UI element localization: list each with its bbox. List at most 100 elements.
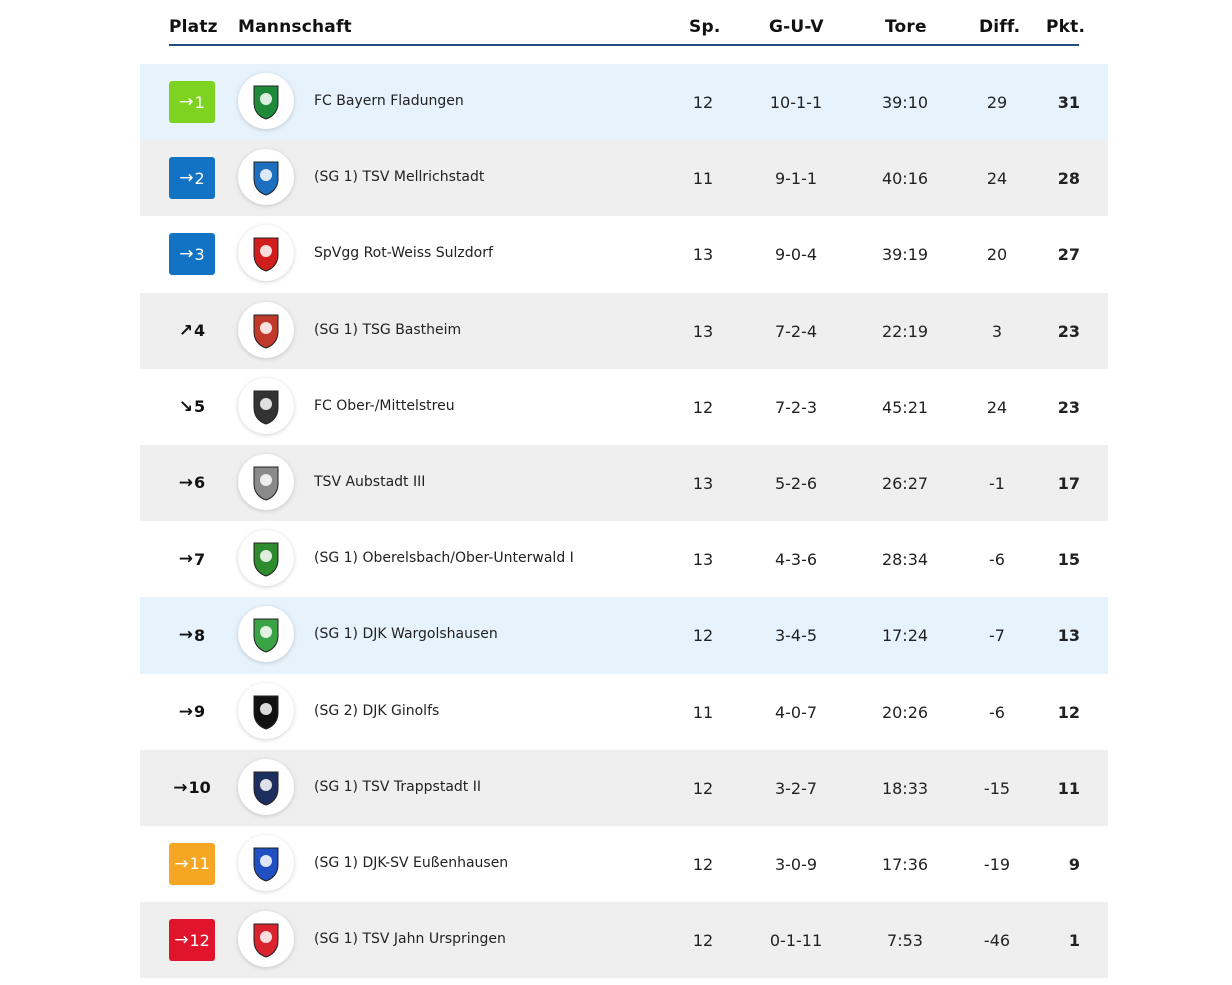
games-played: 12 — [692, 931, 714, 951]
trend-arrow-icon: → — [174, 930, 189, 951]
goals: 18:33 — [881, 778, 929, 798]
games-played: 13 — [692, 245, 714, 265]
team-name-link[interactable]: FC Ober-/Mittelstreu — [314, 397, 455, 414]
rank-badge: ↘ 5 — [169, 386, 215, 428]
table-row[interactable]: → 2 (SG 1) TSV Mellrichstadt 11 9-1-1 40:16 24… — [140, 140, 1108, 217]
table-row[interactable]: ↗ 4 (SG 1) TSG Bastheim 13 7-2-4 22:19 3 23 — [140, 292, 1108, 369]
team-name-link[interactable]: (SG 1) TSG Bastheim — [314, 321, 462, 338]
goals: 20:26 — [881, 702, 929, 722]
tsv-aubstadt-crest-icon[interactable] — [238, 453, 294, 510]
goals: 17:24 — [881, 626, 929, 646]
win-draw-loss: 7-2-4 — [774, 321, 818, 341]
table-body: → 1 FC Bayern Fladungen 12 10-1-1 39:10 29 31 → 2… — [140, 64, 1108, 979]
header-divider — [169, 44, 1079, 46]
goal-difference: -7 — [989, 626, 1005, 646]
rank-badge: → 6 — [169, 462, 215, 504]
tsg-bastheim-crest-icon[interactable] — [238, 301, 294, 358]
win-draw-loss: 0-1-11 — [769, 931, 823, 951]
table-row[interactable]: ↘ 5 FC Ober-/Mittelstreu 12 7-2-3 45:21 24 23 — [140, 368, 1108, 445]
trend-arrow-icon: → — [178, 625, 194, 646]
table-row[interactable]: → 3 SpVgg Rot-Weiss Sulzdorf 13 9-0-4 39:19 20… — [140, 216, 1108, 293]
fc-bayern-fladungen-crest-icon[interactable] — [238, 73, 294, 129]
header-mannschaft[interactable]: Mannschaft — [238, 17, 352, 37]
goals: 22:19 — [881, 321, 929, 341]
goals: 40:16 — [881, 169, 929, 189]
tsv-mellrichstadt-crest-icon[interactable] — [238, 149, 294, 206]
team-name-link[interactable]: FC Bayern Fladungen — [314, 93, 464, 109]
team-name-link[interactable]: (SG 1) DJK-SV Eußenhausen — [314, 854, 509, 871]
rank-badge: → 12 — [169, 919, 215, 962]
table-header: Platz Mannschaft Sp. G-U-V Tore Diff. Pk… — [140, 0, 1108, 64]
team-name-link[interactable]: (SG 1) Oberelsbach/Ober-Unterwald I — [314, 550, 574, 567]
win-draw-loss: 10-1-1 — [769, 93, 823, 112]
rank-number: 12 — [189, 930, 210, 950]
rank-badge: → 7 — [169, 538, 215, 580]
goal-difference: -6 — [989, 550, 1005, 570]
table-row[interactable]: → 1 FC Bayern Fladungen 12 10-1-1 39:10 29 31 — [140, 64, 1108, 141]
points: 13 — [1057, 626, 1080, 646]
goals: 7:53 — [887, 931, 923, 951]
points: 12 — [1057, 702, 1080, 722]
games-played: 12 — [692, 626, 714, 646]
djk-sv-eussenhausen-crest-icon[interactable] — [238, 834, 294, 891]
win-draw-loss: 9-1-1 — [774, 169, 818, 189]
table-row[interactable]: → 6 TSV Aubstadt III 13 5-2-6 26:27 -1 17 — [140, 444, 1108, 522]
trend-arrow-icon: → — [178, 472, 194, 493]
rank-badge: → 2 — [169, 157, 215, 200]
goal-difference: 29 — [986, 93, 1008, 112]
points: 27 — [1057, 245, 1080, 265]
goal-difference: 20 — [986, 245, 1008, 265]
team-name-link[interactable]: (SG 1) TSV Mellrichstadt — [314, 169, 485, 186]
win-draw-loss: 4-0-7 — [774, 702, 818, 722]
table-row[interactable]: → 7 (SG 1) Oberelsbach/Ober-Unterwald I 13 4… — [140, 521, 1108, 598]
team-name-link[interactable]: (SG 1) TSV Trappstadt II — [314, 778, 481, 795]
rank-badge: → 1 — [169, 81, 215, 123]
trend-arrow-icon: ↗ — [178, 320, 194, 341]
team-name-link[interactable]: SpVgg Rot-Weiss Sulzdorf — [314, 245, 493, 262]
table-row[interactable]: → 8 (SG 1) DJK Wargolshausen 12 3-4-5 17:24 -7… — [140, 597, 1108, 674]
rank-number: 2 — [194, 168, 205, 188]
header-punkte[interactable]: Pkt. — [1046, 17, 1086, 37]
rank-number: 11 — [189, 854, 210, 874]
rank-badge: ↗ 4 — [169, 310, 215, 352]
team-name-link[interactable]: (SG 2) DJK Ginolfs — [314, 702, 440, 719]
table-row[interactable]: → 10 (SG 1) TSV Trappstadt II 12 3-2-7 18:33 -… — [140, 749, 1108, 826]
header-platz[interactable]: Platz — [169, 17, 218, 37]
table-row[interactable]: → 11 (SG 1) DJK-SV Eußenhausen 12 3-0-9 17:36… — [140, 825, 1108, 903]
rank-number: 10 — [188, 778, 211, 798]
djk-ginolfs-crest-icon[interactable] — [238, 682, 294, 739]
table-row[interactable]: → 9 (SG 2) DJK Ginolfs 11 4-0-7 20:26 -6 12 — [140, 673, 1108, 750]
rank-number: 1 — [194, 92, 205, 112]
team-name-link[interactable]: (SG 1) TSV Jahn Urspringen — [314, 931, 506, 948]
goals: 45:21 — [881, 397, 929, 417]
table-row[interactable]: → 12 (SG 1) TSV Jahn Urspringen 12 0-1-11 7:5… — [140, 902, 1108, 979]
tsv-oberelsbach-crest-icon[interactable] — [238, 530, 294, 587]
win-draw-loss: 4-3-6 — [774, 550, 818, 570]
win-draw-loss: 3-2-7 — [774, 778, 818, 798]
header-tore[interactable]: Tore — [885, 17, 927, 37]
trend-arrow-icon: → — [178, 701, 194, 722]
tsv-jahn-urspringen-crest-icon[interactable] — [238, 911, 294, 968]
djk-wargolshausen-crest-icon[interactable] — [238, 606, 294, 663]
points: 11 — [1057, 778, 1080, 798]
points: 1 — [1068, 931, 1080, 951]
games-played: 11 — [692, 169, 714, 189]
tsv-trappstadt-crest-icon[interactable] — [238, 758, 294, 815]
goals: 39:10 — [881, 93, 929, 112]
header-guv[interactable]: G-U-V — [769, 17, 824, 37]
games-played: 12 — [692, 397, 714, 417]
games-played: 12 — [692, 854, 714, 874]
goal-difference: -6 — [989, 702, 1005, 722]
rank-number: 3 — [194, 244, 205, 264]
header-spiele[interactable]: Sp. — [689, 17, 721, 37]
header-diff[interactable]: Diff. — [979, 17, 1021, 37]
fc-ober-mittelstreu-crest-icon[interactable] — [238, 377, 294, 434]
games-played: 12 — [692, 93, 714, 112]
spvgg-sulzdorf-crest-icon[interactable] — [238, 225, 294, 282]
trend-arrow-icon: → — [173, 777, 188, 798]
points: 31 — [1057, 93, 1080, 112]
team-name-link[interactable]: (SG 1) DJK Wargolshausen — [314, 626, 498, 643]
team-name-link[interactable]: TSV Aubstadt III — [314, 473, 426, 490]
goal-difference: -1 — [989, 473, 1005, 493]
trend-arrow-icon: → — [179, 244, 194, 265]
